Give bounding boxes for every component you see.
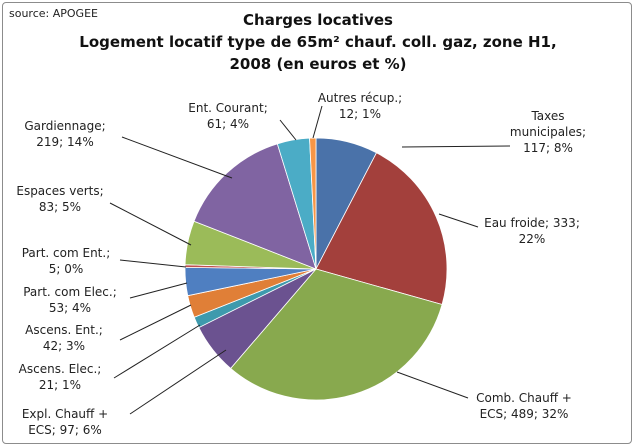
slice-label: Expl. Chauff + ECS; 97; 6% — [22, 407, 108, 437]
slice-label: Espaces verts; 83; 5% — [16, 184, 103, 214]
leader-line — [113, 324, 201, 379]
slice-label: Part. com Elec.; 53; 4% — [23, 285, 117, 315]
leader-line — [129, 282, 188, 299]
chart-title-line-3: 2008 (en euros et %) — [229, 55, 407, 73]
source-label: source: APOGEE — [9, 7, 98, 20]
slice-label: Part. com Ent.; 5; 0% — [22, 246, 111, 276]
pie-slice-eau-froide — [315, 152, 448, 306]
leader-line — [438, 213, 479, 228]
leader-line — [121, 136, 233, 179]
leader-line — [109, 202, 192, 246]
pie-slice-gardiennage — [193, 143, 317, 270]
slice-label: Gardiennage; 219; 14% — [24, 119, 105, 149]
slice-label: Taxes municipales; 117; 8% — [510, 109, 586, 155]
slice-label: Ascens. Elec.; 21; 1% — [19, 362, 102, 392]
leader-line — [312, 105, 323, 139]
leader-line — [119, 259, 187, 268]
leader-line — [279, 119, 297, 141]
slice-label: Ascens. Ent.; 42; 3% — [25, 323, 103, 353]
slice-label: Ent. Courant; 61; 4% — [188, 101, 268, 131]
leader-line — [119, 304, 192, 341]
pie-slice-autres-r-cup- — [309, 137, 317, 270]
leader-line — [401, 145, 511, 148]
slice-label: Comb. Chauff + ECS; 489; 32% — [476, 391, 572, 421]
pie-slice-comb-chauff-ecs — [230, 268, 443, 401]
slice-label: Autres récup.; 12; 1% — [318, 91, 402, 121]
chart-title-line-2: Logement locatif type de 65m² chauf. col… — [79, 33, 557, 51]
slice-label: Eau froide; 333; 22% — [484, 216, 580, 246]
chart-title-line-1: Charges locatives — [243, 11, 393, 29]
leader-line — [396, 371, 469, 399]
leader-line — [129, 349, 227, 415]
